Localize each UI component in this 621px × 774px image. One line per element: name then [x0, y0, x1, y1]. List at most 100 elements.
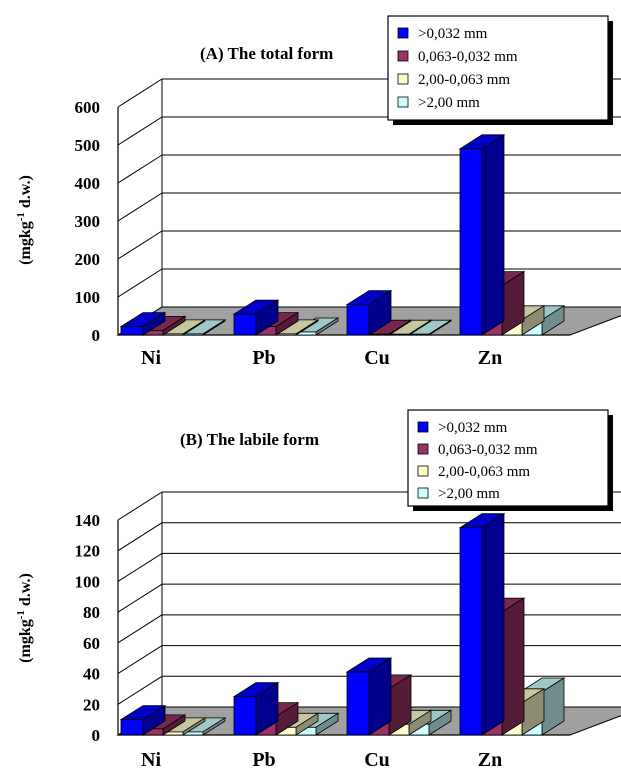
bar-front — [346, 304, 370, 336]
bar-front — [459, 148, 483, 336]
bar-0-3-2 — [405, 319, 453, 336]
bar-0-3-0 — [179, 319, 227, 336]
bar-front — [233, 696, 257, 736]
y-tick-label: 20 — [83, 695, 100, 714]
legend-label: 0,063-0,032 mm — [438, 442, 538, 458]
y-tick-label: 200 — [75, 250, 101, 269]
bar-1-0-2 — [345, 657, 393, 736]
gridline-depth — [117, 78, 163, 108]
bar-1-0-3 — [458, 512, 506, 736]
gridline-depth — [117, 230, 163, 260]
legend-box — [407, 409, 609, 507]
legend-swatch — [397, 73, 409, 85]
y-tick-label: 80 — [83, 603, 100, 622]
gridline-depth — [117, 116, 163, 146]
y-tick-labels: 0 100 200 300 400 500 600 — [75, 98, 101, 345]
y-tick-label: 400 — [75, 174, 101, 193]
legend-label: >2,00 mm — [438, 486, 500, 502]
gridline-depth — [117, 645, 163, 674]
bar-0-0-1 — [232, 299, 280, 336]
y-axis-label-exponent: -1 — [15, 212, 27, 221]
legend-swatch — [417, 421, 429, 433]
y-tick-label: 300 — [75, 212, 101, 231]
bar-front — [233, 313, 257, 336]
bar-front — [459, 527, 483, 736]
y-axis-label-part: (mgkg — [17, 221, 34, 265]
gridline-depth — [117, 675, 163, 705]
y-axis-label: (mgkg-1 d.w.) — [15, 175, 34, 265]
x-tick-labels: Ni Pb Cu Zn — [141, 347, 502, 369]
y-tick-label: 140 — [75, 511, 101, 530]
legend-label: >2,00 mm — [418, 95, 480, 111]
legend-swatch — [397, 50, 409, 62]
bar-0-1-2 — [365, 319, 413, 336]
bar-0-2-2 — [385, 319, 433, 336]
bar-0-0-2 — [345, 289, 393, 336]
category-label: Zn — [478, 347, 502, 369]
x-tick-labels: Ni Pb Cu Zn — [141, 749, 502, 771]
bar-side — [501, 597, 525, 736]
chart-title: (B) The labile form — [180, 430, 319, 449]
y-tick-label: 120 — [75, 542, 101, 561]
gridline-depth — [117, 192, 163, 222]
gridline-depth — [117, 154, 163, 184]
bars — [119, 134, 566, 336]
gridline-depth — [117, 614, 163, 644]
bar-1-0-0 — [119, 704, 167, 736]
y-tick-label: 40 — [83, 665, 100, 684]
category-label: Pb — [252, 749, 275, 771]
gridline-depth — [117, 522, 163, 552]
legend-swatch — [397, 27, 409, 39]
legend-label: >0,032 mm — [418, 26, 488, 42]
bar-0-0-0 — [119, 311, 167, 336]
legend-label: 0,063-0,032 mm — [418, 49, 518, 65]
gridline-depth — [117, 553, 163, 582]
legend: >0,032 mm 0,063-0,032 mm 2,00-0,063 mm >2,0… — [407, 409, 613, 511]
y-tick-labels: 0 20 40 60 80 100 120 140 — [75, 511, 101, 745]
bars — [119, 512, 566, 736]
bar-0-0-3 — [458, 134, 506, 336]
bar-side — [481, 134, 505, 336]
category-label: Pb — [252, 347, 275, 369]
legend-swatch — [417, 487, 429, 499]
category-label: Cu — [364, 347, 390, 369]
bar-0-2-0 — [159, 319, 207, 336]
y-axis-label-part: d.w.) — [17, 175, 34, 212]
bar-1-0-1 — [232, 681, 280, 736]
y-tick-label: 100 — [75, 572, 101, 591]
category-label: Ni — [141, 347, 161, 369]
gridline-depth — [117, 583, 163, 613]
legend-swatch — [417, 465, 429, 477]
bar-front — [120, 326, 144, 336]
chart-title: (A) The total form — [200, 44, 333, 63]
bar-side — [481, 512, 505, 736]
category-label: Cu — [364, 749, 390, 771]
bar-front — [120, 719, 144, 736]
legend-label: 2,00-0,063 mm — [438, 464, 530, 480]
category-label: Zn — [478, 749, 502, 771]
bar-front — [346, 671, 370, 736]
bar-side — [368, 657, 392, 736]
y-axis-label-exponent: -1 — [15, 610, 27, 619]
legend-box — [387, 15, 609, 121]
y-tick-label: 600 — [75, 98, 101, 117]
gridline-depth — [117, 491, 163, 521]
chart-0: 0 100 200 300 400 500 600 Ni Pb Cu Zn (A) The total… — [15, 15, 621, 369]
y-tick-label: 100 — [75, 288, 101, 307]
legend-swatch — [417, 443, 429, 455]
y-tick-label: 60 — [83, 634, 100, 653]
legend: >0,032 mm 0,063-0,032 mm 2,00-0,063 mm >2,0… — [387, 15, 613, 125]
chart-1: 0 20 40 60 80 100 120 140 Ni Pb Cu Zn (B) The labile… — [15, 409, 621, 771]
y-tick-label: 0 — [92, 326, 101, 345]
legend-swatch — [397, 96, 409, 108]
y-axis-label-part: (mgkg — [17, 619, 34, 663]
category-label: Ni — [141, 749, 161, 771]
y-axis-label-part: d.w.) — [17, 573, 34, 610]
gridline-depth — [117, 268, 163, 298]
y-tick-label: 0 — [92, 726, 101, 745]
y-axis-label: (mgkg-1 d.w.) — [15, 573, 34, 663]
legend-label: 2,00-0,063 mm — [418, 72, 510, 88]
legend-label: >0,032 mm — [438, 420, 508, 436]
y-tick-label: 500 — [75, 136, 101, 155]
